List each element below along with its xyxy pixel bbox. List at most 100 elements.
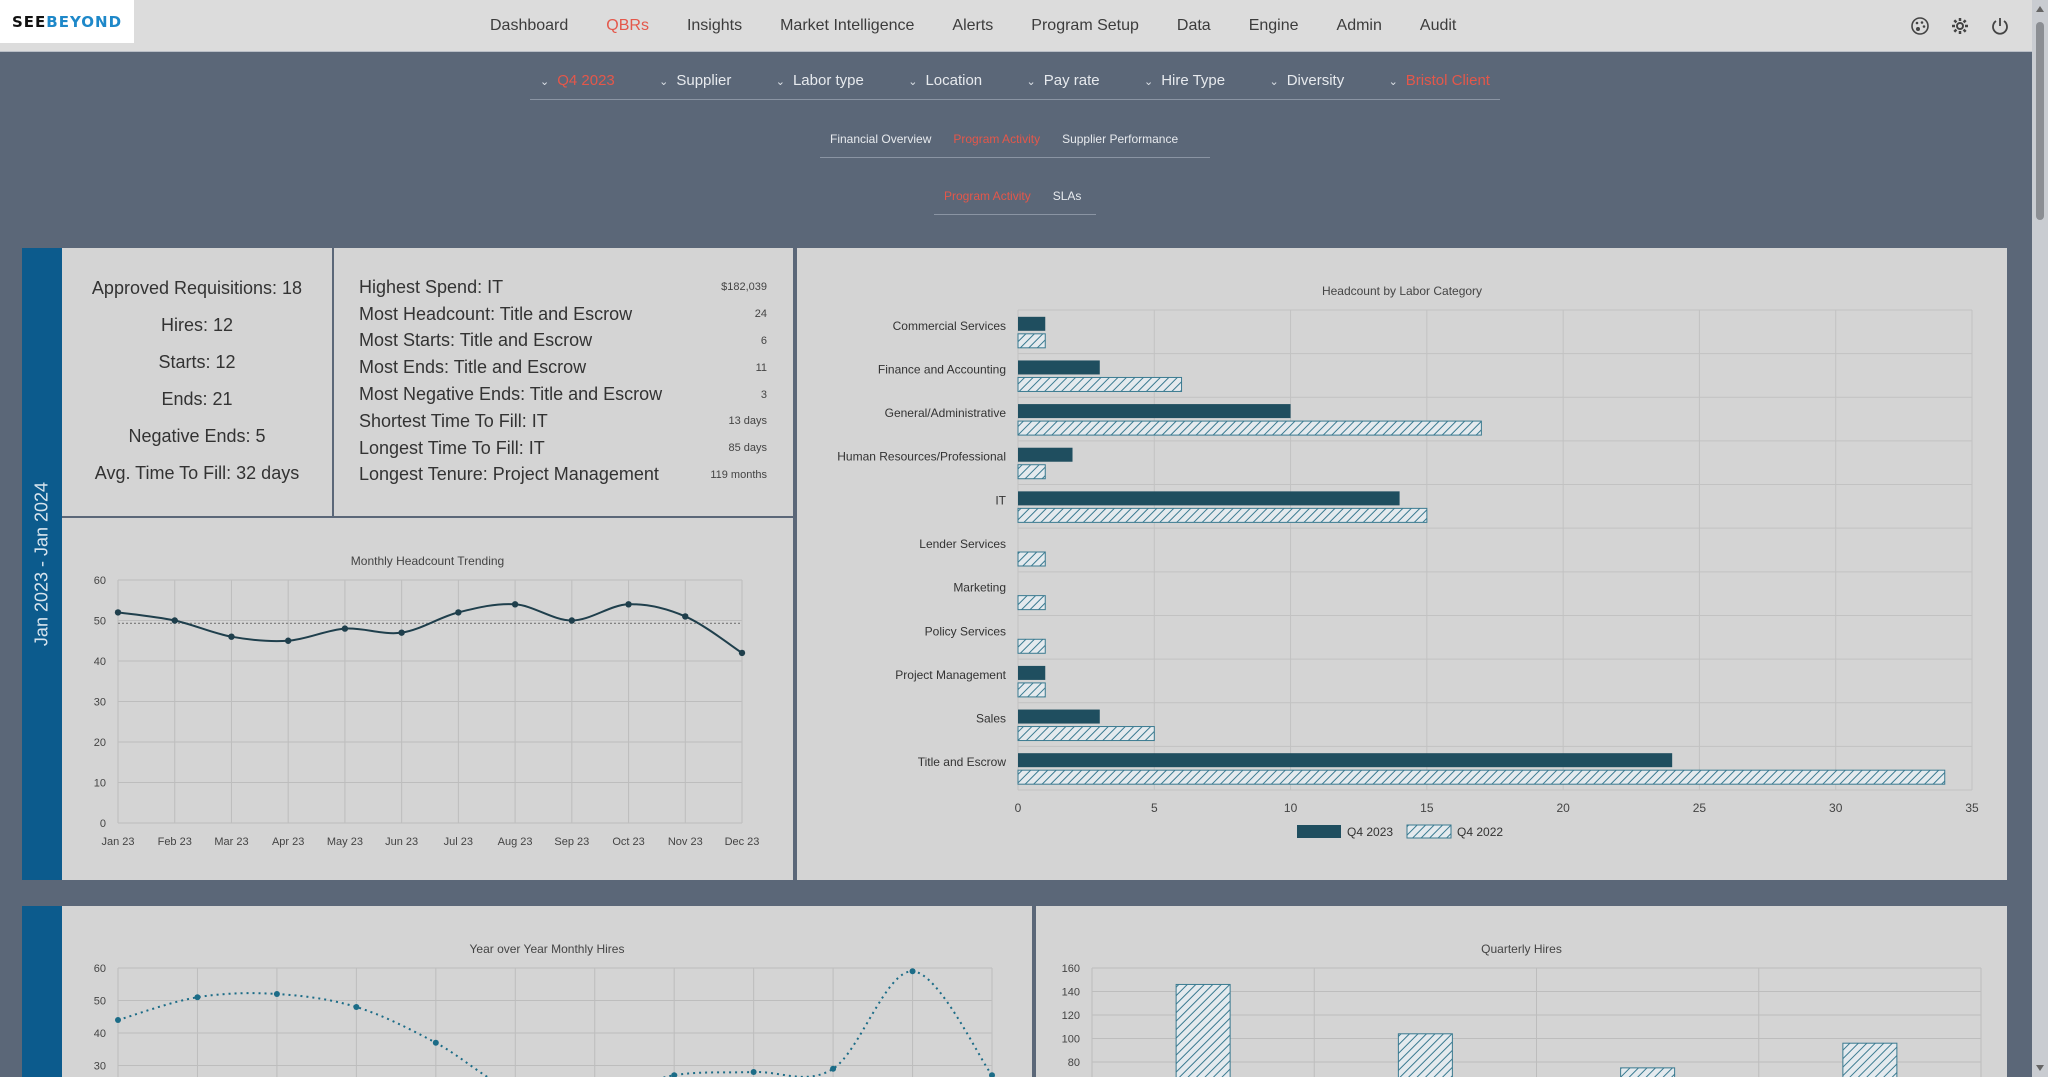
data-point[interactable] (455, 609, 462, 616)
bar-q4-2022[interactable] (1017, 420, 1482, 436)
quarterly-bar[interactable] (1175, 983, 1231, 1077)
data-point[interactable] (568, 617, 576, 624)
bar-q4-2022[interactable] (1017, 333, 1046, 349)
nav-engine[interactable]: Engine (1248, 17, 1299, 34)
data-point[interactable] (671, 1072, 678, 1077)
bar-q4-2023[interactable] (1018, 665, 1046, 680)
top-navbar: SEE BEYOND Dashboard QBRs Insights Market In… (0, 0, 2048, 52)
tab-program-activity[interactable]: Program Activity (944, 189, 1031, 203)
category-label: Marketing (953, 581, 1006, 595)
quarterly-bar[interactable] (1842, 1042, 1898, 1077)
data-point[interactable] (682, 613, 689, 620)
palette-icon[interactable] (1908, 14, 1932, 38)
tab-program-activity[interactable]: Program Activity (953, 132, 1041, 146)
nav-qbrs[interactable]: QBRs (606, 17, 649, 34)
filter-label: Labor type (792, 72, 864, 89)
data-point[interactable] (341, 625, 349, 632)
data-point[interactable] (511, 601, 519, 608)
legend-swatch-q4-2022 (1406, 824, 1452, 839)
filter-labor-type[interactable]: ⌄ Labor type (776, 72, 864, 99)
bar-q4-2022[interactable] (1017, 726, 1155, 742)
data-point[interactable] (830, 1065, 837, 1072)
report-tabs: Financial Overview Program Activity Suppli… (820, 132, 1210, 158)
highlight-value: 119 months (710, 468, 767, 481)
tab-supplier-performance[interactable]: Supplier Performance (1062, 132, 1179, 146)
data-point[interactable] (353, 1004, 360, 1010)
chevron-down-icon: ⌄ (659, 76, 669, 88)
bar-q4-2023[interactable] (1018, 316, 1046, 331)
data-point[interactable] (273, 991, 280, 997)
page-scrollbar[interactable] (2032, 0, 2048, 1077)
nav-icon-group (1908, 14, 2012, 38)
y-tick-label: 20 (94, 737, 106, 749)
bar-q4-2023[interactable] (1018, 709, 1100, 724)
nav-insights[interactable]: Insights (686, 17, 743, 34)
bar-q4-2022[interactable] (1017, 376, 1183, 392)
bar-q4-2023[interactable] (1018, 753, 1673, 768)
highlight-row: Shortest Time To Fill: IT 13 days (334, 408, 793, 435)
data-point[interactable] (909, 968, 916, 975)
bar-q4-2022[interactable] (1017, 595, 1046, 611)
bar-q4-2022[interactable] (1017, 682, 1046, 698)
scroll-thumb[interactable] (2036, 22, 2044, 220)
bar-q4-2022[interactable] (1017, 551, 1046, 567)
highlight-label: Most Ends: Title and Escrow (359, 357, 587, 378)
data-point[interactable] (284, 637, 292, 644)
nav-market-intelligence[interactable]: Market Intelligence (780, 17, 915, 34)
bar-q4-2023[interactable] (1018, 447, 1073, 462)
scroll-down-arrow[interactable] (2036, 1065, 2044, 1071)
data-point[interactable] (228, 633, 235, 640)
nav-admin[interactable]: Admin (1336, 17, 1382, 34)
data-point[interactable] (398, 629, 405, 636)
data-point[interactable] (114, 609, 122, 616)
quarterly-bar[interactable] (1397, 1033, 1453, 1077)
tab-financial-overview[interactable]: Financial Overview (830, 132, 932, 146)
bar-q4-2023[interactable] (1018, 404, 1291, 419)
x-tick-label: Jan 23 (101, 836, 134, 848)
bar-q4-2022[interactable] (1017, 638, 1046, 654)
nav-dashboard[interactable]: Dashboard (490, 17, 569, 34)
nav-data[interactable]: Data (1176, 17, 1211, 34)
bar-q4-2022[interactable] (1017, 507, 1428, 523)
quarterly-bar[interactable] (1620, 1067, 1676, 1077)
seebeyond-logo[interactable]: SEE BEYOND (0, 0, 134, 43)
highlight-row: Most Headcount: Title and Escrow 24 (334, 301, 793, 328)
nav-audit[interactable]: Audit (1419, 17, 1457, 34)
summary-stat: Ends: 21 (161, 389, 233, 409)
data-point[interactable] (432, 1039, 439, 1046)
filter-supplier[interactable]: ⌄ Supplier (659, 72, 731, 99)
monthly-headcount-chart: 0 10 20 30 40 50 60 Jan 23 Feb 23 Mar 23 Apr 23 May… (94, 575, 760, 848)
legend-swatch-q4-2023 (1297, 825, 1341, 838)
filter-location[interactable]: ⌄ Location (908, 72, 982, 99)
data-point[interactable] (171, 617, 178, 624)
bar-q4-2023[interactable] (1018, 491, 1400, 506)
data-point[interactable] (750, 1069, 757, 1075)
tab-slas[interactable]: SLAs (1052, 189, 1082, 203)
y-tick-label: 50 (94, 996, 106, 1008)
bar-q4-2023[interactable] (1018, 360, 1100, 375)
nav-alerts[interactable]: Alerts (952, 17, 994, 34)
nav-program-setup[interactable]: Program Setup (1031, 17, 1139, 34)
power-icon[interactable] (1988, 14, 2012, 38)
filter-pay-rate[interactable]: ⌄ Pay rate (1027, 72, 1100, 99)
summary-stat: Negative Ends: 5 (128, 426, 266, 446)
category-label: Policy Services (925, 624, 1006, 638)
scroll-up-arrow[interactable] (2036, 6, 2044, 12)
bar-q4-2022[interactable] (1017, 464, 1046, 480)
bar-q4-2022[interactable] (1017, 769, 1946, 785)
data-point[interactable] (115, 1017, 121, 1023)
data-point[interactable] (194, 994, 201, 1001)
summary-stat: Starts: 12 (158, 352, 236, 372)
x-tick-label: 30 (1829, 801, 1843, 815)
highlight-value: 85 days (728, 442, 767, 455)
filter-q4-2023[interactable]: ⌄ Q4 2023 (540, 72, 615, 99)
data-point[interactable] (989, 1072, 995, 1077)
filter-diversity[interactable]: ⌄ Diversity (1269, 72, 1344, 99)
data-point[interactable] (625, 601, 632, 608)
filter-label: Location (925, 72, 983, 89)
data-point[interactable] (738, 649, 746, 657)
filter-hire-type[interactable]: ⌄ Hire Type (1144, 72, 1225, 99)
filter-bristol-client[interactable]: ⌄ Bristol Client (1389, 72, 1490, 99)
gear-icon[interactable] (1948, 14, 1972, 38)
filter-bar: ⌄ Q4 2023 ⌄ Supplier ⌄ Labor type ⌄ Location ⌄ Pa… (530, 72, 1500, 100)
